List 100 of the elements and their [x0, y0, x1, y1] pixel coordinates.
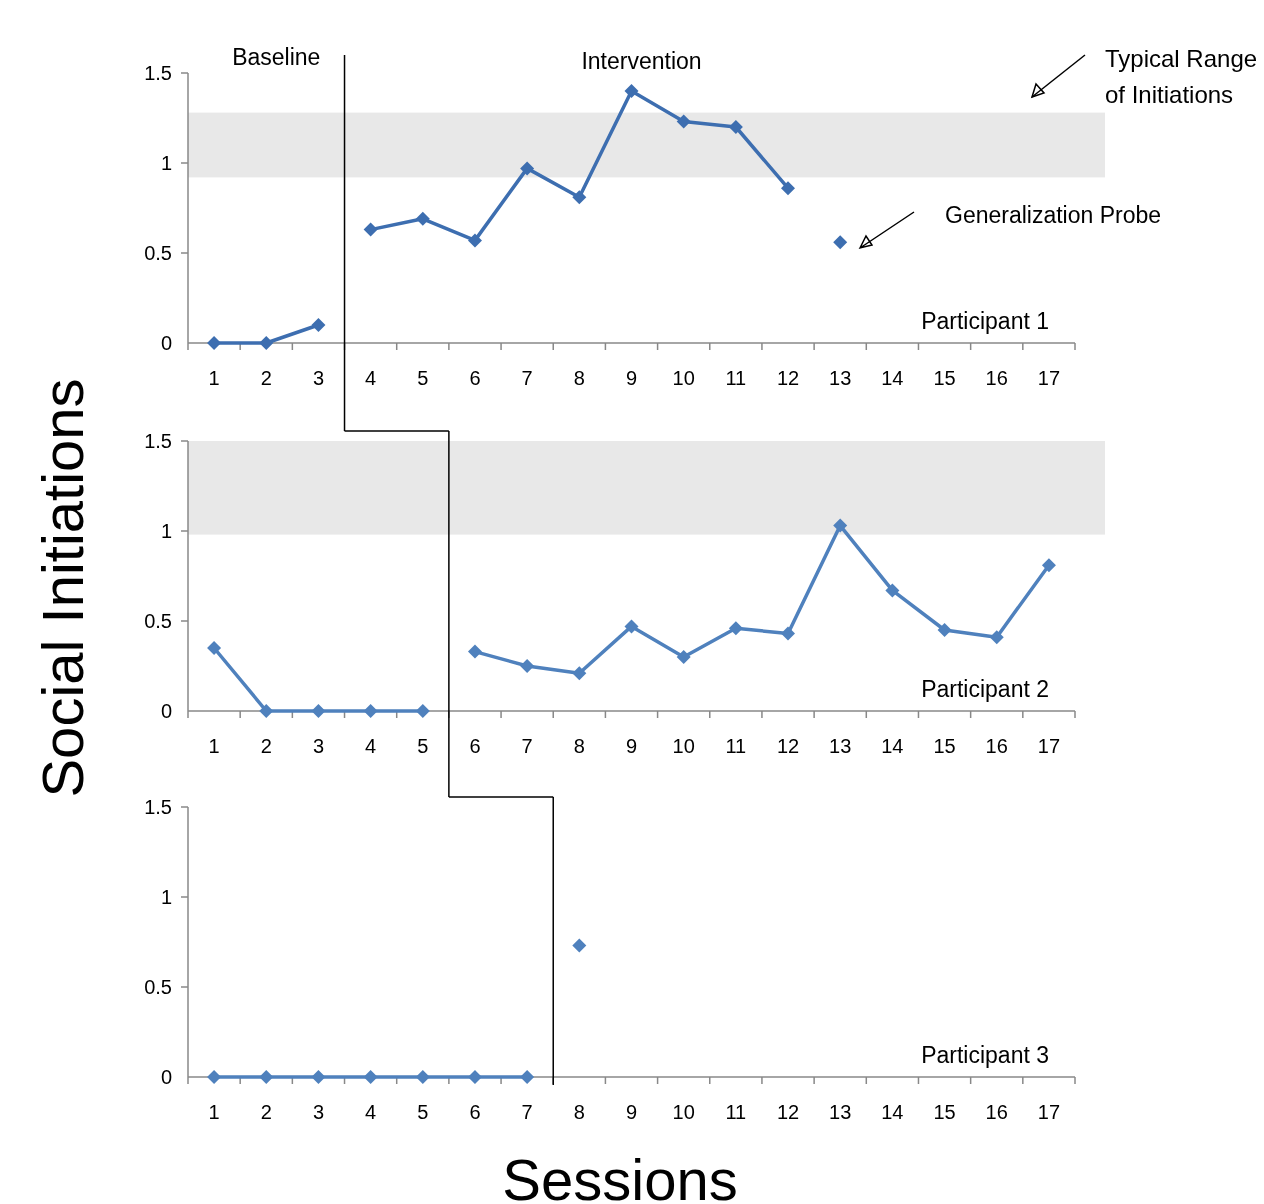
x-tick-label: 4 [365, 1101, 377, 1123]
x-tick-label: 12 [776, 1101, 800, 1123]
x-tick-label: 15 [933, 735, 956, 757]
text: Participant 3 [921, 1042, 1049, 1068]
x-tick-label: 2 [260, 1101, 272, 1123]
x-tick-label: 4 [365, 735, 377, 757]
point [572, 190, 587, 205]
x-tick-label: 13 [829, 735, 852, 757]
x-tick-label: 5 [417, 367, 429, 389]
x-tick-label: 12 [776, 735, 800, 757]
x-tick-label: 6 [469, 1101, 481, 1123]
point [207, 641, 222, 655]
x-tick-label: 13 [829, 1101, 852, 1123]
y-tick-label: 1 [160, 152, 172, 174]
x-tick-label: 12 [776, 367, 800, 389]
point [937, 623, 952, 637]
x-tick-label: 5 [417, 1101, 429, 1123]
point [259, 336, 274, 350]
y-axis-title: Social Initiations [30, 378, 95, 798]
x-tick-label: 1 [208, 367, 220, 389]
x-tick-label: 6 [469, 735, 481, 757]
y-tick-label: 1 [160, 886, 172, 908]
y-tick-label: 0 [160, 700, 172, 722]
x-tick-label: 14 [881, 1101, 904, 1123]
x-tick-label: 10 [672, 1101, 695, 1123]
x-tick-label: 17 [1037, 367, 1061, 389]
point [311, 704, 326, 718]
x-tick-label: 10 [672, 367, 695, 389]
band-label: Typical Range of Initiations [1105, 45, 1258, 108]
y-tick-label: 1.5 [144, 62, 172, 84]
point [363, 704, 378, 718]
text: Baseline [232, 44, 321, 70]
x-tick-label: 16 [985, 1101, 1008, 1123]
x-tick-label: 4 [365, 367, 377, 389]
point [1041, 558, 1056, 573]
y-tick-label: 1.5 [144, 430, 172, 452]
x-tick-label: 15 [933, 1101, 956, 1123]
x-axis-title: Sessions [502, 1147, 738, 1204]
x-tick-label: 1 [208, 1101, 220, 1123]
x-tick-label: 13 [829, 367, 852, 389]
point [676, 114, 691, 129]
x-tick-label: 14 [881, 735, 904, 757]
annotation: Intervention [581, 48, 702, 74]
x-tick-label: 7 [521, 735, 533, 757]
point [781, 181, 796, 196]
x-tick-label: 9 [625, 735, 638, 757]
x-tick-label: 7 [521, 367, 533, 389]
y-tick-label: 1.5 [144, 796, 172, 818]
point [728, 120, 743, 134]
y-tick-label: 0.5 [144, 242, 172, 264]
point [885, 583, 900, 598]
point [624, 619, 639, 634]
x-tick-label: 5 [417, 735, 429, 757]
x-tick-label: 1 [208, 735, 220, 757]
x-tick-label: 9 [625, 367, 638, 389]
point [467, 233, 482, 248]
text: Participant 2 [921, 676, 1049, 702]
x-tick-label: 7 [521, 1101, 533, 1123]
y-tick-label: 0 [160, 1066, 172, 1088]
y-tick-label: 0.5 [144, 610, 172, 632]
x-tick-label: 3 [312, 367, 324, 389]
point [572, 666, 587, 681]
x-tick-label: 11 [725, 735, 747, 757]
x-tick-label: 6 [469, 367, 481, 389]
x-tick-label: 3 [312, 1101, 324, 1123]
point [676, 650, 691, 664]
point [520, 161, 535, 176]
point [467, 644, 482, 659]
point [520, 659, 535, 673]
point [415, 704, 430, 718]
point [363, 222, 378, 237]
x-tick-label: 3 [312, 735, 324, 757]
x-tick-label: 16 [985, 735, 1008, 757]
text: Participant 1 [921, 308, 1049, 334]
x-tick-label: 10 [672, 735, 695, 757]
point [989, 630, 1004, 645]
y-tick-label: 0.5 [144, 976, 172, 998]
x-tick-label: 17 [1037, 1101, 1061, 1123]
point [311, 318, 326, 332]
point [415, 211, 430, 226]
y-tick-label: 0 [160, 332, 172, 354]
x-tick-label: 14 [881, 367, 904, 389]
x-tick-label: 9 [625, 1101, 638, 1123]
point [833, 518, 848, 533]
x-tick-label: 8 [573, 367, 585, 389]
point [728, 621, 743, 636]
point [207, 336, 222, 350]
point [259, 704, 274, 718]
x-tick-label: 15 [933, 367, 956, 389]
x-tick-label: 17 [1037, 735, 1061, 757]
x-tick-label: 8 [573, 735, 585, 757]
x-tick-label: 16 [985, 367, 1008, 389]
point [781, 626, 796, 641]
x-tick-label: 2 [260, 735, 272, 757]
x-tick-label: 11 [725, 1101, 747, 1123]
x-tick-label: 11 [725, 367, 747, 389]
annotation: Generalization Probe [945, 202, 1162, 228]
y-tick-label: 1 [160, 520, 172, 542]
x-tick-label: 8 [573, 1101, 585, 1123]
point [624, 84, 639, 98]
